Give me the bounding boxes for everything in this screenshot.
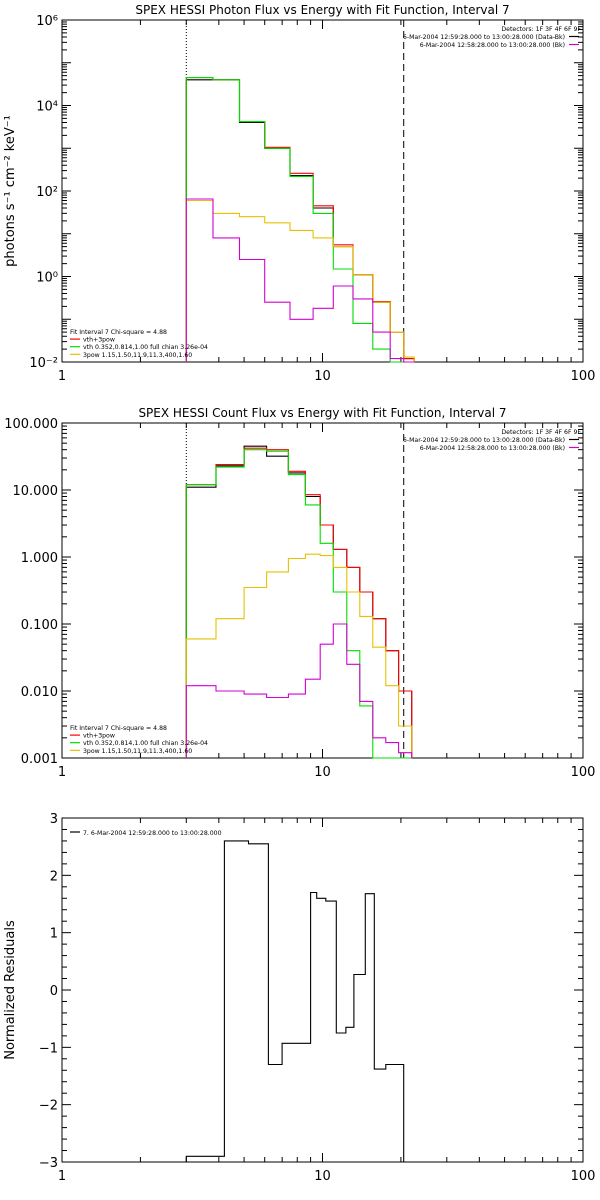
y-tick-label: 10.000 — [13, 484, 59, 499]
legend-time-range: 6-Mar-2004 12:59:28.000 to 13:00:28.000 … — [403, 34, 565, 41]
y-tick-label: −3 — [39, 1156, 58, 1171]
x-tick-label: 1 — [58, 765, 66, 780]
chart-title: SPEX HESSI Photon Flux vs Energy with Fi… — [135, 3, 509, 17]
x-tick-label: 100 — [571, 369, 596, 384]
axes-frame — [61, 422, 584, 759]
y-tick-label: 10⁻² — [29, 356, 58, 371]
series-line-3 — [185, 553, 413, 758]
chart-title: SPEX HESSI Count Flux vs Energy with Fit… — [138, 406, 506, 420]
legend-entry-label: 3pow 1.15,1.50,11.9,11.3,400,1.60 — [83, 352, 192, 359]
x-tick-label: 100 — [571, 765, 596, 780]
y-tick-label: 10⁶ — [36, 14, 58, 29]
y-tick-label: 0.010 — [21, 685, 58, 700]
x-tick-label: 1 — [58, 1169, 66, 1184]
count-flux-panel: SPEX HESSI Count Flux vs Energy with Fit… — [4, 406, 595, 780]
y-tick-label: 100.000 — [4, 417, 58, 432]
series-line-4 — [185, 198, 415, 363]
series-line-1 — [185, 447, 413, 758]
y-tick-label: −2 — [39, 1099, 58, 1114]
y-tick-label: −1 — [39, 1041, 58, 1056]
detectors-label: Detectors: 1F 3F 4F 6F 9F — [501, 429, 581, 436]
y-tick-label: 1 — [50, 927, 58, 942]
legend-entry-label: vth 0.352,0.814,1.00 full chian 3.26e-04 — [83, 740, 208, 747]
series-line-2 — [185, 77, 404, 363]
y-tick-label: 0.001 — [21, 752, 58, 767]
axes-frame — [61, 19, 584, 363]
legend-time-range: 6-Mar-2004 12:58:28.000 to 13:00:28.000 … — [420, 445, 565, 452]
y-tick-label: 3 — [50, 812, 58, 827]
series-line-0 — [185, 840, 405, 1162]
legend-time-range: 6-Mar-2004 12:59:28.000 to 13:00:28.000 … — [403, 437, 565, 444]
axes-frame — [61, 817, 584, 1163]
y-axis-label: Normalized Residuals — [3, 920, 18, 1060]
x-tick-label: 100 — [571, 1169, 596, 1184]
legend-entry-label: 7. 6-Mar-2004 12:59:28.000 to 13:00:28.0… — [83, 830, 222, 837]
fit-info-label: Fit Interval 7 Chi-square = 4.88 — [70, 329, 167, 336]
legend-entry-label: vth+3pow — [83, 337, 115, 344]
detectors-label: Detectors: 1F 3F 4F 6F 9F — [501, 26, 581, 33]
residuals-panel: Normalized Residuals 1 10 100 −3 −2 −1 0 1 2 3 7. 6… — [3, 812, 595, 1184]
legend-time-range: 6-Mar-2004 12:58:28.000 to 13:00:28.000 … — [420, 42, 565, 49]
legend-entry-label: vth 0.352,0.814,1.00 full chian 3.26e-04 — [83, 344, 208, 351]
x-tick-label: 1 — [58, 369, 66, 384]
x-tick-label: 10 — [314, 369, 331, 384]
photon-flux-panel: SPEX HESSI Photon Flux vs Energy with Fi… — [3, 3, 595, 384]
legend-entry-label: vth+3pow — [83, 733, 115, 740]
y-tick-label: 1.000 — [21, 551, 58, 566]
y-tick-label: 0.100 — [21, 618, 58, 633]
fit-info-label: Fit Interval 7 Chi-square = 4.88 — [70, 725, 167, 732]
y-tick-label: 0 — [50, 984, 58, 999]
series-line-4 — [185, 623, 413, 758]
series-line-0 — [185, 445, 413, 758]
y-tick-label: 10² — [36, 185, 58, 200]
x-tick-label: 10 — [314, 1169, 331, 1184]
y-tick-label: 10⁰ — [36, 271, 58, 286]
y-axis-label: photons s⁻¹ cm⁻² keV⁻¹ — [3, 115, 18, 267]
legend-entry-label: 3pow 1.15,1.50,11.9,11.3,400,1.60 — [83, 748, 192, 755]
x-tick-label: 10 — [314, 765, 331, 780]
y-tick-label: 10⁴ — [36, 100, 58, 115]
series-line-3 — [185, 199, 415, 362]
series-line-2 — [185, 449, 412, 759]
y-tick-label: 2 — [50, 869, 58, 884]
